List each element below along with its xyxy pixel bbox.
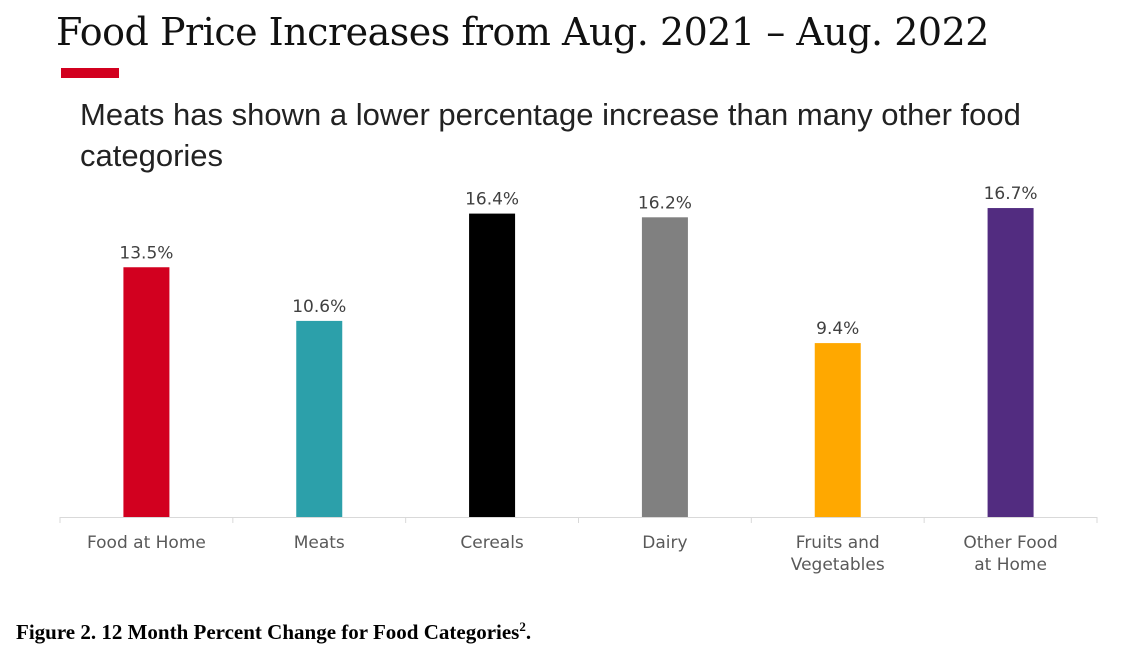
data-label: 13.5% xyxy=(119,243,173,263)
bar-2 xyxy=(469,213,516,517)
bar-chart: 13.5% Food at Home 10.6% Meats 16.4% Cereals 1… xyxy=(59,184,1098,575)
data-label: 10.6% xyxy=(292,297,346,317)
page-title: Food Price Increases from Aug. 2021 – Au… xyxy=(56,10,989,54)
caption-text: Figure 2. 12 Month Percent Change for Fo… xyxy=(16,620,520,644)
title-accent-bar xyxy=(61,68,119,78)
data-label: 16.2% xyxy=(638,193,692,213)
chart-subtitle: Meats has shown a lower percentage incre… xyxy=(80,97,1021,173)
bar-1 xyxy=(296,320,343,517)
caption-footnote: 2 xyxy=(519,619,526,634)
category-label: Meats xyxy=(294,533,345,553)
category-label: Food at Home xyxy=(87,533,206,553)
bar-5 xyxy=(987,208,1034,518)
bar-3 xyxy=(641,217,688,518)
bar-4 xyxy=(814,343,861,517)
category-label: Other Food at Home xyxy=(963,533,1057,575)
bar-0 xyxy=(123,267,170,517)
data-label: 16.4% xyxy=(465,190,519,210)
figure-caption: Figure 2. 12 Month Percent Change for Fo… xyxy=(16,619,531,645)
category-label: Fruits and Vegetables xyxy=(791,533,885,575)
category-label: Cereals xyxy=(460,533,524,553)
category-label: Dairy xyxy=(642,533,687,553)
caption-period: . xyxy=(525,620,532,644)
data-label: 9.4% xyxy=(816,319,859,339)
data-label: 16.7% xyxy=(984,184,1038,204)
